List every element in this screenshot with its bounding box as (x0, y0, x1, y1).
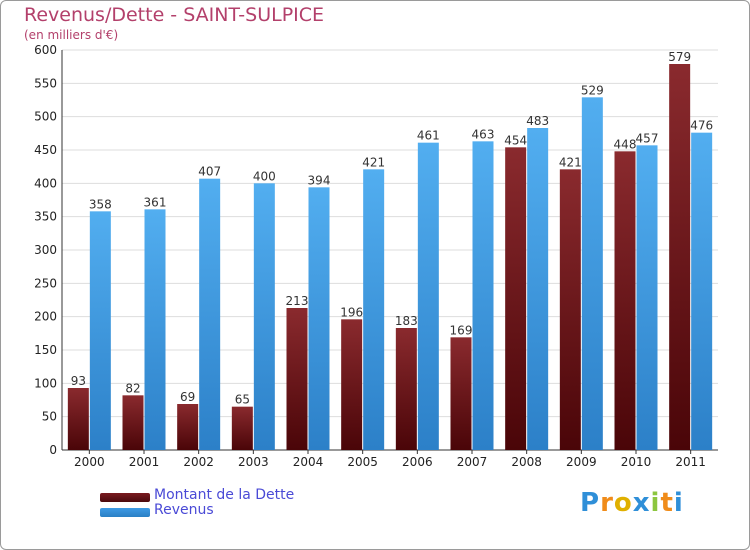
bar-dette (614, 151, 636, 451)
x-tick-label: 2004 (293, 455, 324, 469)
data-label: 579 (668, 50, 691, 64)
bar-revenus (691, 132, 713, 450)
logo-letter: r (600, 488, 614, 518)
data-label: 93 (71, 374, 86, 388)
logo-letter: t (660, 488, 674, 518)
data-label: 421 (559, 155, 582, 169)
logo-letter: i (673, 488, 684, 518)
y-tick-label: 300 (34, 243, 57, 257)
y-tick-label: 50 (42, 410, 57, 424)
x-tick-label: 2007 (457, 455, 488, 469)
bar-dette (395, 328, 417, 450)
y-tick-label: 350 (34, 210, 57, 224)
bar-dette (177, 404, 199, 450)
chart-title: Revenus/Dette - SAINT-SULPICE (24, 4, 325, 26)
x-tick-label: 2001 (129, 455, 160, 469)
bar-dette (559, 169, 581, 451)
bar-revenus (417, 142, 439, 450)
y-tick-label: 250 (34, 276, 57, 290)
bar-revenus (89, 211, 111, 450)
bar-dette (231, 406, 253, 450)
chart-subtitle: (en milliers d'€) (24, 28, 119, 42)
y-tick-label: 600 (34, 43, 57, 57)
legend-swatch-dette (100, 493, 150, 502)
data-label: 169 (450, 323, 473, 337)
proxiti-logo: Proxiti (580, 488, 684, 518)
y-tick-label: 100 (34, 376, 57, 390)
x-tick-label: 2008 (511, 455, 542, 469)
data-label: 407 (198, 165, 221, 179)
data-label: 454 (504, 133, 527, 147)
data-label: 463 (472, 127, 495, 141)
y-tick-label: 400 (34, 176, 57, 190)
bar-revenus (253, 183, 275, 451)
bar-revenus (144, 209, 166, 450)
y-tick-label: 150 (34, 343, 57, 357)
data-label: 483 (526, 114, 549, 128)
data-label: 65 (235, 393, 250, 407)
bar-revenus (308, 187, 330, 451)
y-tick-label: 450 (34, 143, 57, 157)
bar-revenus (199, 178, 221, 450)
data-label: 529 (581, 83, 604, 97)
bar-dette (67, 388, 89, 450)
bar-revenus (636, 145, 658, 451)
bar-revenus (581, 97, 603, 450)
legend-label-dette: Montant de la Dette (154, 487, 295, 503)
data-label: 421 (362, 155, 385, 169)
legend-swatch-revenus (100, 508, 150, 517)
data-label: 400 (253, 169, 276, 183)
data-label: 82 (125, 381, 140, 395)
y-tick-label: 0 (49, 443, 57, 457)
bar-revenus (363, 169, 385, 451)
data-label: 394 (308, 173, 331, 187)
bar-revenus (472, 141, 494, 451)
bar-dette (122, 395, 144, 450)
data-label: 213 (286, 294, 309, 308)
data-label: 476 (690, 119, 713, 133)
y-tick-label: 550 (34, 76, 57, 90)
bar-dette (505, 147, 527, 451)
bar-dette (341, 319, 363, 450)
x-tick-label: 2003 (238, 455, 269, 469)
x-tick-label: 2002 (183, 455, 214, 469)
legend-label-revenus: Revenus (154, 502, 214, 518)
data-label: 361 (144, 195, 167, 209)
x-tick-label: 2006 (402, 455, 433, 469)
bar-dette (669, 64, 691, 450)
logo-letter: x (632, 488, 651, 518)
data-label: 461 (417, 129, 440, 143)
data-label: 183 (395, 314, 418, 328)
y-tick-label: 500 (34, 110, 57, 124)
data-label: 358 (89, 197, 112, 211)
x-tick-label: 2009 (566, 455, 597, 469)
y-tick-label: 200 (34, 310, 57, 324)
bar-dette (286, 308, 308, 450)
data-label: 196 (340, 305, 363, 319)
logo-letter: P (580, 488, 601, 518)
logo-letter: o (613, 488, 633, 518)
logo-letter: i (650, 488, 661, 518)
x-tick-label: 2011 (675, 455, 706, 469)
x-tick-label: 2000 (74, 455, 105, 469)
x-tick-label: 2010 (621, 455, 652, 469)
data-label: 448 (614, 137, 637, 151)
bar-dette (450, 337, 472, 450)
data-label: 69 (180, 390, 195, 404)
x-tick-label: 2005 (347, 455, 378, 469)
bar-revenus (527, 128, 549, 450)
data-label: 457 (636, 131, 659, 145)
